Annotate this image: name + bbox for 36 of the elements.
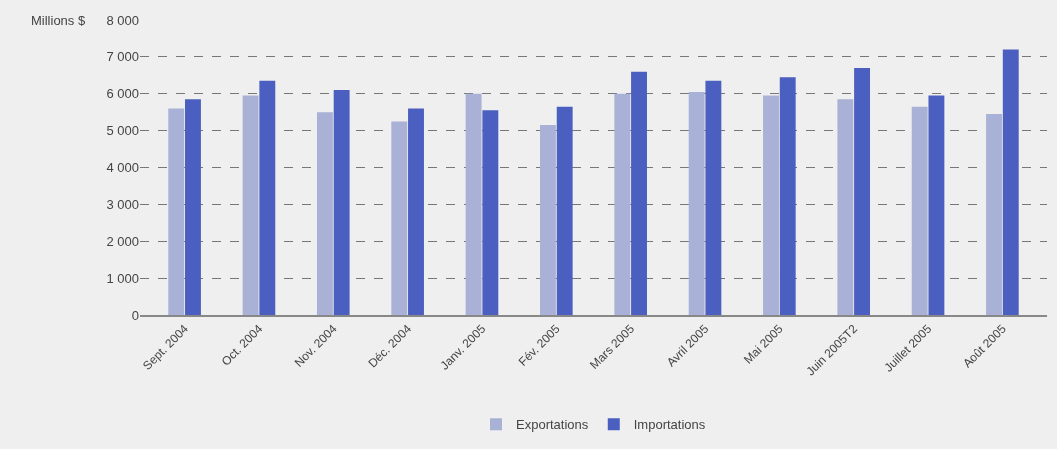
bar — [854, 67, 871, 315]
bar — [911, 106, 928, 315]
bar — [540, 125, 556, 315]
bar — [556, 106, 573, 315]
bar — [779, 77, 796, 315]
bar — [763, 95, 779, 315]
bar — [316, 112, 333, 315]
bar — [242, 95, 259, 315]
bar — [333, 90, 350, 315]
y-tick-label: 8 000 — [106, 12, 139, 28]
y-tick-label: 6 000 — [106, 86, 139, 102]
y-tick-label: 7 000 — [106, 49, 139, 65]
y-tick-label: 1 000 — [106, 270, 139, 286]
y-tick-label: 4 000 — [106, 160, 139, 176]
bar — [614, 93, 631, 315]
bar — [837, 99, 854, 315]
bar — [482, 110, 499, 315]
y-axis-title: Millions $ — [31, 13, 86, 28]
y-tick-label: 3 000 — [106, 196, 139, 212]
y-tick-label: 5 000 — [106, 123, 139, 139]
bar — [631, 71, 647, 315]
bar — [928, 95, 945, 315]
bar — [259, 80, 276, 315]
bar — [185, 99, 201, 315]
bar — [465, 93, 482, 315]
bar — [688, 91, 705, 315]
bar — [408, 108, 424, 315]
bar — [986, 114, 1002, 315]
bar — [705, 80, 722, 315]
bar — [1002, 49, 1019, 315]
bar — [391, 121, 408, 315]
y-tick-label: 2 000 — [106, 233, 139, 249]
legend-label: Importations — [633, 417, 706, 433]
bar — [168, 108, 185, 315]
y-tick-label: 0 — [131, 307, 139, 323]
legend-label: Exportations — [516, 417, 589, 433]
